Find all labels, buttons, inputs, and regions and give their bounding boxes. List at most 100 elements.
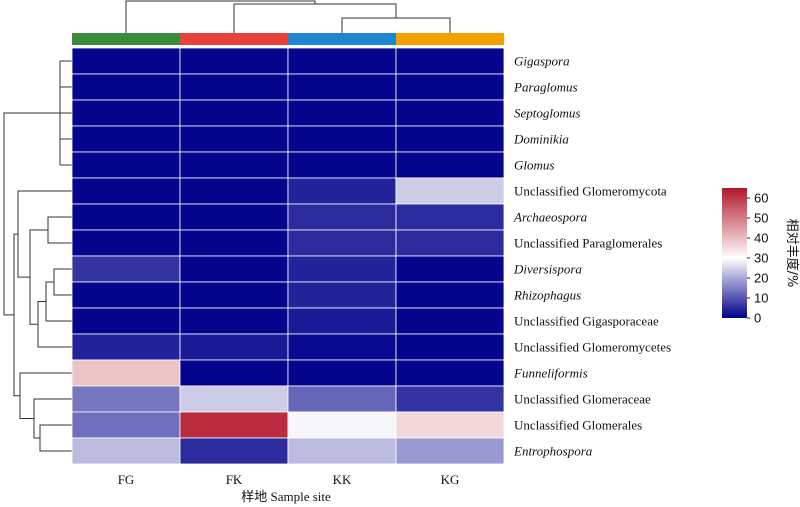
row-dendrogram-branch <box>19 372 72 419</box>
heatmap-cell <box>395 47 505 75</box>
row-label: Archaeospora <box>513 210 588 225</box>
heatmap-cell <box>179 151 289 179</box>
heatmap-cell <box>395 255 505 283</box>
colorbar-tick-label: 10 <box>754 291 768 306</box>
heatmap-cell <box>179 73 289 101</box>
row-label: Unclassified Glomeromycetes <box>514 340 671 355</box>
heatmap-cell <box>71 333 181 361</box>
row-label: Unclassified Glomerales <box>514 418 642 433</box>
heatmap-cell <box>395 411 505 439</box>
row-dendrogram-branch <box>53 268 72 296</box>
color-scale-legend: 0 10 20 30 40 50 60 相对丰度/% <box>722 188 800 326</box>
heatmap-cell <box>71 73 181 101</box>
heatmap-cell <box>71 411 181 439</box>
row-label: Funneliformis <box>513 366 588 381</box>
row-dendrogram-branch <box>47 216 72 244</box>
heatmap-cell <box>395 99 505 127</box>
heatmap-cell <box>179 359 289 387</box>
row-labels: Gigaspora Paraglomus Septoglomus Dominikia G… <box>513 54 671 459</box>
heatmap-cell <box>287 203 397 231</box>
row-dendrogram-branch <box>39 424 72 452</box>
heatmap-cell <box>71 229 181 257</box>
heatmap-cell <box>71 151 181 179</box>
heatmap-cell <box>71 47 181 75</box>
heatmap-cell <box>287 47 397 75</box>
colorbar-tick-label: 60 <box>754 191 768 206</box>
column-color-bar <box>72 33 504 45</box>
heatmap-cell <box>71 437 181 465</box>
heatmap-cell <box>71 99 181 127</box>
column-group-color-FG <box>72 33 180 45</box>
heatmap-cell <box>179 437 289 465</box>
heatmap-cell <box>179 255 289 283</box>
heatmap-cell <box>287 255 397 283</box>
column-dendrogram <box>125 0 451 33</box>
row-dendrogram <box>3 60 72 452</box>
heatmap-cell <box>179 281 289 309</box>
heatmap-cell <box>287 125 397 153</box>
heatmap-cell <box>395 385 505 413</box>
column-label: FK <box>226 472 243 487</box>
heatmap-cell <box>179 203 289 231</box>
row-dendrogram-branch <box>3 112 60 316</box>
row-label: Glomus <box>514 158 554 173</box>
row-dendrogram-branch <box>17 190 72 278</box>
column-labels: FG FK KK KG <box>118 472 460 487</box>
row-label: Unclassified Gigasporaceae <box>514 314 659 329</box>
column-label: KK <box>333 472 352 487</box>
heatmap-cell <box>179 177 289 205</box>
heatmap-cell <box>395 73 505 101</box>
heatmap-cell <box>71 385 181 413</box>
heatmap-cell <box>71 255 181 283</box>
colorbar-title: 相对丰度/% <box>784 219 800 288</box>
row-label: Unclassified Glomeromycota <box>514 184 667 199</box>
heatmap-cell <box>395 333 505 361</box>
heatmap-cell <box>71 203 181 231</box>
heatmap-cell <box>179 411 289 439</box>
x-axis-title: 样地 Sample site <box>241 489 331 504</box>
colorbar-tick-label: 20 <box>754 271 768 286</box>
heatmap-cell <box>395 359 505 387</box>
heatmap-cell <box>287 307 397 335</box>
column-group-color-KG <box>396 33 504 45</box>
colorbar-tick-label: 30 <box>754 251 768 266</box>
heatmap-cell <box>395 437 505 465</box>
heatmap-cell <box>287 333 397 361</box>
row-label: Dominikia <box>513 132 569 147</box>
row-dendrogram-branch <box>37 301 72 348</box>
column-group-color-KK <box>288 33 396 45</box>
colorbar-tick-label: 50 <box>754 211 768 226</box>
heatmap-cell <box>287 151 397 179</box>
heatmap-cell <box>395 281 505 309</box>
heatmap-cell <box>287 229 397 257</box>
heatmap-cell <box>287 411 397 439</box>
row-dendrogram-branch <box>45 281 72 322</box>
heatmap-cell <box>287 359 397 387</box>
heatmap-cell <box>287 99 397 127</box>
column-label: FG <box>118 472 135 487</box>
colorbar-tick-label: 40 <box>754 231 768 246</box>
column-dendrogram-branch <box>341 17 451 33</box>
row-label: Rhizophagus <box>513 288 581 303</box>
column-dendrogram-branch <box>125 0 316 33</box>
heatmap-cell <box>287 281 397 309</box>
heatmap-cell <box>395 125 505 153</box>
heatmap-cell <box>71 307 181 335</box>
heatmap-cell <box>395 151 505 179</box>
row-label: Septoglomus <box>514 106 580 121</box>
column-label: KG <box>441 472 460 487</box>
heatmap-cell <box>71 281 181 309</box>
heatmap-cell <box>71 125 181 153</box>
heatmap-cell <box>179 99 289 127</box>
heatmap-cell <box>179 307 289 335</box>
heatmap-cells <box>71 47 505 465</box>
heatmap-cell <box>395 229 505 257</box>
column-group-color-FK <box>180 33 288 45</box>
heatmap-cell <box>287 177 397 205</box>
heatmap-cell <box>71 177 181 205</box>
heatmap-cell <box>179 333 289 361</box>
heatmap-cell <box>179 125 289 153</box>
heatmap-cell <box>287 437 397 465</box>
row-label: Unclassified Glomeraceae <box>514 392 651 407</box>
